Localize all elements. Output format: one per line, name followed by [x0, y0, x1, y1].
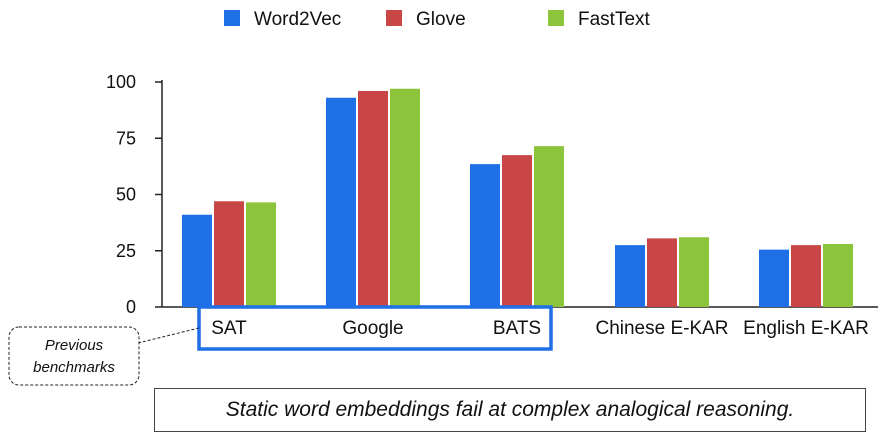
bar-word2vec-google: [326, 97, 356, 307]
bars: [182, 88, 853, 307]
legend: Word2Vec Glove FastText: [224, 9, 651, 30]
y-tick-label: 0: [126, 297, 136, 317]
bar-glove-bats: [502, 155, 532, 307]
bar-glove-english-e-kar: [791, 245, 821, 307]
callout-text-line-2: benchmarks: [33, 359, 115, 376]
caption-box: Static word embeddings fail at complex a…: [154, 388, 866, 432]
category-labels: SAT Google BATS Chinese E-KAR English E-KAR: [211, 318, 869, 339]
legend-label-glove: Glove: [416, 9, 466, 30]
bar-fasttext-google: [390, 88, 420, 307]
legend-label-word2vec: Word2Vec: [254, 9, 341, 30]
category-label-google: Google: [342, 318, 403, 339]
legend-label-fasttext: FastText: [578, 9, 651, 30]
bar-glove-google: [358, 91, 388, 307]
bar-fasttext-chinese-e-kar: [679, 237, 709, 307]
caption: Static word embeddings fail at complex a…: [225, 398, 795, 421]
y-tick-label: 50: [116, 185, 136, 205]
legend-swatch-fasttext: [548, 10, 564, 26]
bar-fasttext-sat: [246, 202, 276, 307]
bar-word2vec-chinese-e-kar: [615, 245, 645, 307]
category-label-bats: BATS: [493, 318, 541, 339]
bar-word2vec-sat: [182, 214, 212, 307]
bar-fasttext-english-e-kar: [823, 244, 853, 307]
category-label-chinese-e-kar: Chinese E-KAR: [595, 318, 728, 339]
callout-text-line-1: Previous: [45, 337, 104, 354]
category-label-sat: SAT: [211, 318, 247, 339]
legend-swatch-word2vec: [224, 10, 240, 26]
callout-connector: [137, 327, 200, 344]
category-label-english-e-kar: English E-KAR: [743, 318, 869, 339]
bar-fasttext-bats: [534, 146, 564, 307]
y-tick-label: 100: [106, 72, 136, 92]
legend-swatch-glove: [386, 10, 402, 26]
bar-glove-chinese-e-kar: [647, 238, 677, 307]
y-tick-label: 75: [116, 128, 136, 148]
bar-word2vec-english-e-kar: [759, 249, 789, 307]
callout-box: [8, 326, 140, 386]
bar-word2vec-bats: [470, 164, 500, 307]
y-tick-label: 25: [116, 241, 136, 261]
bar-glove-sat: [214, 201, 244, 307]
